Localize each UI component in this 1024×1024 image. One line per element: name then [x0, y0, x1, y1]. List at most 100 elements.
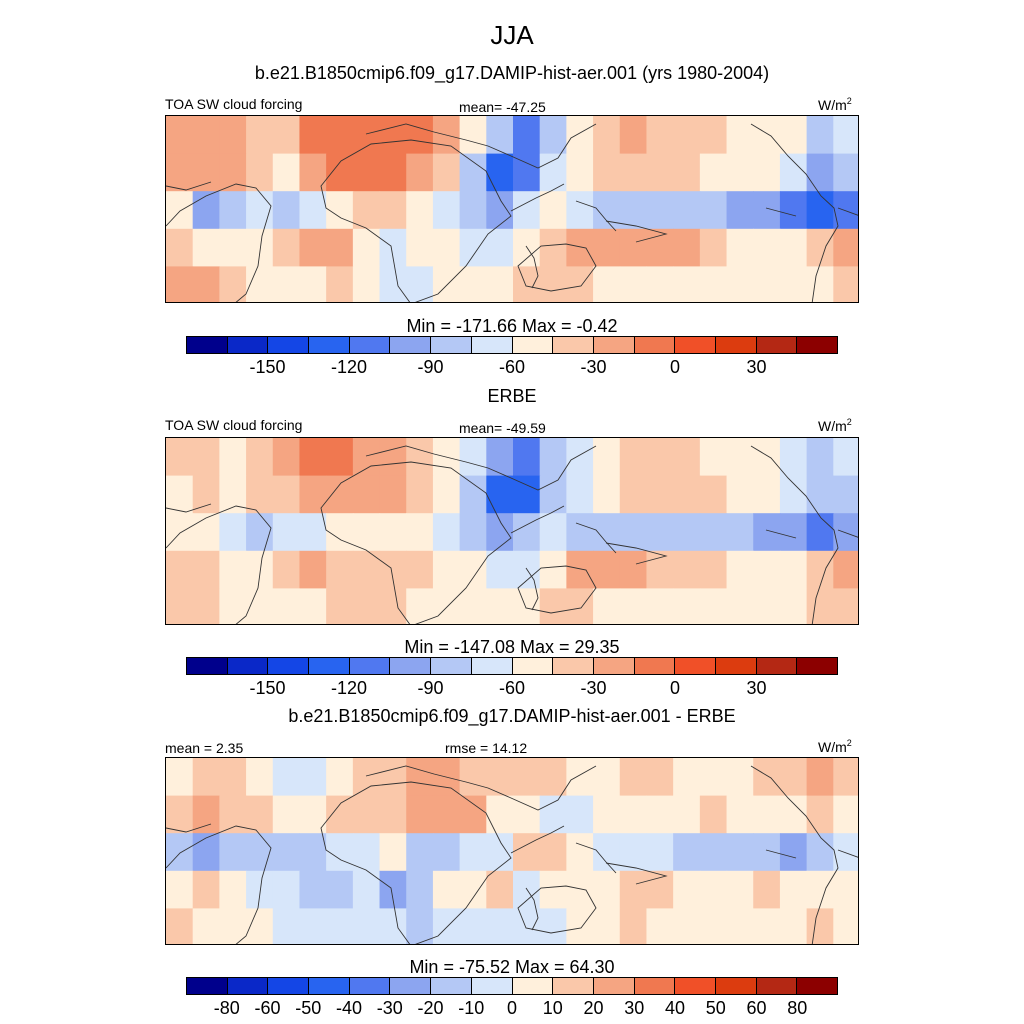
- grid-cell: [326, 191, 354, 230]
- grid-cell: [486, 153, 514, 192]
- grid-cell: [379, 550, 407, 589]
- grid-cell: [432, 191, 461, 230]
- grid-cell: [379, 758, 407, 797]
- coastline: [837, 529, 858, 538]
- grid-cell: [379, 266, 407, 302]
- coastline: [837, 849, 858, 858]
- colorbar-tick-label: -120: [330, 678, 368, 698]
- grid-cell: [486, 833, 514, 872]
- grid-cell: [326, 588, 354, 624]
- grid-cell: [326, 550, 354, 589]
- grid-cell: [646, 588, 674, 624]
- grid-cell: [299, 795, 327, 834]
- grid-cell: [379, 513, 407, 552]
- grid-cell: [699, 908, 728, 944]
- colorbar-box: [349, 337, 391, 353]
- grid-cell: [726, 833, 754, 872]
- grid-cell: [566, 266, 594, 302]
- grid-cell: [806, 795, 834, 834]
- colorbar-box: [309, 658, 350, 674]
- grid-cell: [192, 870, 220, 909]
- grid-cell: [166, 908, 194, 944]
- grid-cell: [432, 795, 461, 834]
- grid-cell: [326, 228, 354, 267]
- grid-cell: [673, 191, 701, 230]
- colorbar-box: [593, 337, 635, 353]
- grid-cell: [219, 588, 247, 624]
- coastline: [320, 461, 512, 624]
- grid-cell: [673, 513, 701, 552]
- grid-cell: [779, 550, 808, 589]
- colorbar-box: [390, 337, 432, 353]
- grid-cell: [833, 795, 858, 834]
- coastline: [166, 823, 212, 833]
- grid-cell: [246, 870, 274, 909]
- grid-cell: [352, 153, 381, 192]
- colorbar-box: [471, 337, 513, 353]
- grid-cell: [566, 908, 594, 944]
- coastline: [510, 505, 565, 534]
- colorbar-box: [349, 658, 391, 674]
- grid-cell: [513, 870, 541, 909]
- grid-cell: [539, 758, 567, 797]
- grid-cell: [406, 833, 434, 872]
- grid-cell: [513, 266, 541, 302]
- grid-cell: [299, 588, 327, 624]
- coastline: [365, 123, 597, 169]
- grid-cell: [699, 438, 728, 477]
- grid-cell: [379, 116, 407, 155]
- grid-cell: [779, 833, 808, 872]
- colorbar-tick-label: 0: [506, 998, 518, 1018]
- grid-cell: [459, 795, 487, 834]
- grid-cell: [833, 116, 858, 155]
- grid-cell: [326, 475, 354, 514]
- grid-cell: [593, 228, 621, 267]
- grid-cell: [833, 588, 858, 624]
- grid-cell: [486, 191, 514, 230]
- grid-cell: [432, 266, 461, 302]
- colorbar-box: [471, 978, 513, 994]
- grid-cell: [299, 438, 327, 477]
- colorbar-tick-label: 40: [664, 998, 686, 1018]
- grid-cell: [806, 475, 834, 514]
- grid-cell: [833, 438, 858, 477]
- colorbar-box: [512, 658, 554, 674]
- grid-cell: [806, 116, 834, 155]
- grid-cell: [646, 908, 674, 944]
- grid-cell: [539, 550, 567, 589]
- grid-cell: [352, 513, 381, 552]
- grid-cell: [806, 870, 834, 909]
- grid-cell: [432, 870, 461, 909]
- grid-cell: [593, 550, 621, 589]
- grid-cell: [192, 513, 220, 552]
- grid-cell: [192, 438, 220, 477]
- grid-cell: [166, 191, 194, 230]
- grid-cell: [726, 116, 754, 155]
- grid-cell: [272, 266, 301, 302]
- grid-cell: [779, 908, 808, 944]
- coastline: [166, 183, 272, 302]
- coastline: [517, 243, 597, 292]
- grid-cell: [379, 870, 407, 909]
- grid-cell: [539, 833, 567, 872]
- grid-cell: [219, 550, 247, 589]
- grid-cell: [753, 758, 781, 797]
- grid-cell: [246, 438, 274, 477]
- grid-cell: [299, 870, 327, 909]
- grid-cell: [779, 191, 808, 230]
- grid-cell: [673, 438, 701, 477]
- colorbar-tick-label: -60: [254, 998, 281, 1018]
- grid-cell: [593, 758, 621, 797]
- grid-cell: [619, 795, 648, 834]
- grid-cell: [166, 475, 194, 514]
- grid-cell: [166, 266, 194, 302]
- grid-cell: [432, 908, 461, 944]
- grid-cell: [539, 795, 567, 834]
- coastline: [575, 200, 617, 232]
- grid-cell: [566, 588, 594, 624]
- grid-cell: [513, 795, 541, 834]
- grid-cell: [779, 513, 808, 552]
- panel3-map: [165, 757, 859, 945]
- grid-cell: [406, 153, 434, 192]
- grid-cell: [673, 550, 701, 589]
